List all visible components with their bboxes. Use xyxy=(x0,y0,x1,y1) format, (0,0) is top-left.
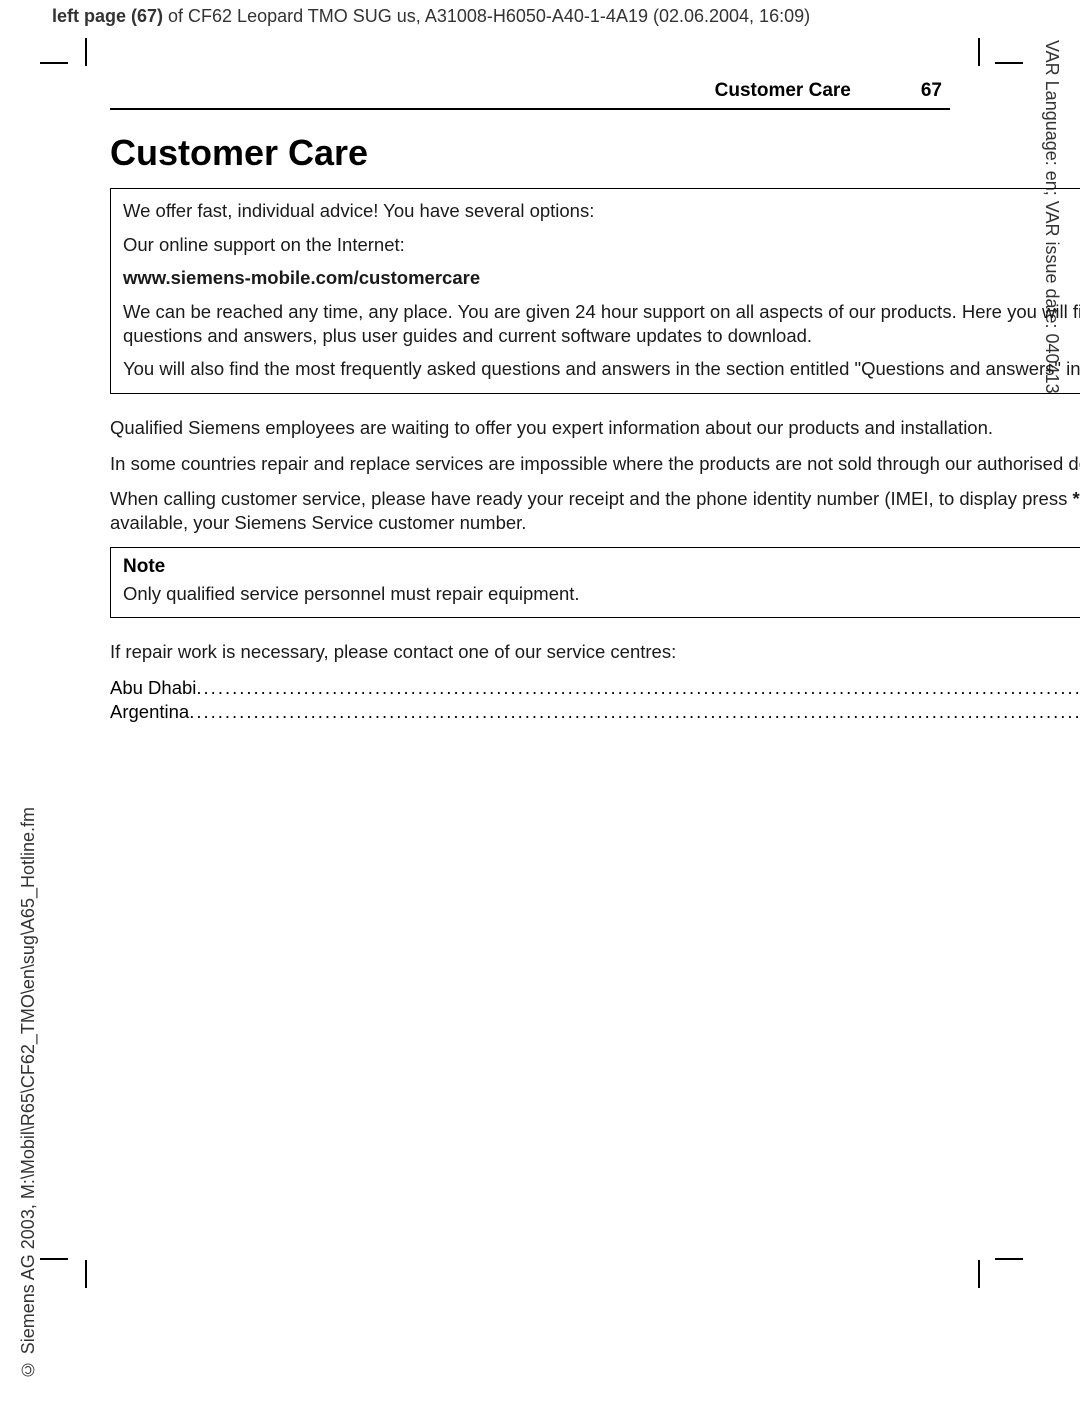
intro-box: We offer fast, individual advice! You ha… xyxy=(110,188,1080,394)
support-url: www.siemens-mobile.com/customercare xyxy=(123,266,1080,290)
copyright-path-note: © Siemens AG 2003, M:\Mobil\R65\CF62_TMO… xyxy=(18,807,39,1379)
source-file-note: left page (67) of CF62 Leopard TMO SUG u… xyxy=(52,6,810,27)
left-column: We offer fast, individual advice! You ha… xyxy=(110,188,1080,1236)
crop-mark xyxy=(995,1258,1023,1260)
left-country-list: Abu Dhabi...............................… xyxy=(110,676,1080,723)
country-name: Abu Dhabi xyxy=(110,676,196,700)
intro-paragraph: Our online support on the Internet: xyxy=(123,233,1080,257)
page-title: Customer Care xyxy=(110,132,950,174)
note-box: Note Only qualified service personnel mu… xyxy=(110,547,1080,619)
running-header: Customer Care 67 xyxy=(110,80,950,110)
note-text: Only qualified service personnel must re… xyxy=(123,582,1080,606)
country-name: Argentina xyxy=(110,700,189,724)
intro-paragraph: We offer fast, individual advice! You ha… xyxy=(123,199,1080,223)
page-content: Customer Care 67 Customer Care We offer … xyxy=(110,80,950,1236)
intro-paragraph: You will also find the most frequently a… xyxy=(123,357,1080,381)
crop-mark xyxy=(978,38,980,66)
running-header-section: Customer Care xyxy=(715,80,851,102)
repair-intro: If repair work is necessary, please cont… xyxy=(110,640,1080,664)
country-phone-row: Abu Dhabi...............................… xyxy=(110,676,1080,700)
imei-code: * # 0 6 # xyxy=(1073,488,1080,509)
body-paragraph: Qualified Siemens employees are waiting … xyxy=(110,416,1080,440)
intro-paragraph: We can be reached any time, any place. Y… xyxy=(123,300,1080,347)
note-title: Note xyxy=(123,556,1080,578)
page-side-indicator: left page (67) xyxy=(52,6,163,26)
crop-mark xyxy=(40,62,68,64)
crop-mark xyxy=(40,1258,68,1260)
crop-mark xyxy=(995,62,1023,64)
crop-mark xyxy=(978,1260,980,1288)
crop-mark xyxy=(85,38,87,66)
body-paragraph: In some countries repair and replace ser… xyxy=(110,452,1080,476)
running-header-page-number: 67 xyxy=(921,80,942,102)
leader-dots: ........................................… xyxy=(189,700,1080,724)
leader-dots: ........................................… xyxy=(196,676,1080,700)
body-paragraph: When calling customer service, please ha… xyxy=(110,487,1080,534)
country-phone-row: Argentina...............................… xyxy=(110,700,1080,724)
crop-mark xyxy=(85,1260,87,1288)
